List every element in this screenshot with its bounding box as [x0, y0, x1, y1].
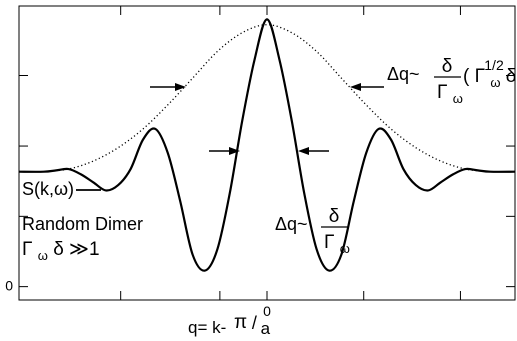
- series-line-structure-factor: [18, 18, 516, 272]
- tick-labels: 00: [5, 278, 271, 319]
- outer-width-omega-sub: ω: [453, 91, 463, 106]
- x-tick-label-2: 0: [263, 303, 271, 319]
- y-tick-label-0: 0: [5, 278, 13, 294]
- outer-width-lhs: Δq~: [387, 64, 420, 84]
- outer-width-denominator: Γ ω: [437, 82, 463, 106]
- outer-width-gamma: Γ: [437, 82, 447, 103]
- random-dimer-label: Random Dimer: [22, 214, 143, 234]
- outer-width-factor-gamma: Γ: [475, 66, 485, 87]
- outer-width-numerator: δ: [442, 56, 453, 77]
- outer-width-factor: ( Γ ω δ ): [463, 66, 517, 92]
- condition-label: Γ ω δ ≫1: [22, 239, 100, 265]
- inner-width-numerator: δ: [329, 206, 340, 227]
- inner-width-gamma: Γ: [324, 232, 334, 253]
- outer-width-formula: Δq~ δ Γ ω ( Γ ω δ ) 1/2: [387, 56, 517, 106]
- condition-gamma: Γ: [22, 239, 32, 260]
- x-axis-label-a: a: [261, 319, 271, 338]
- outer-width-factor-omega-sub: ω: [490, 75, 500, 90]
- outer-width-exponent: 1/2: [484, 57, 504, 73]
- s-k-omega-label: S(k,ω): [22, 179, 74, 199]
- x-axis-label-prefix: q= k-: [188, 318, 226, 337]
- series-line-gaussian-envelope: [43, 24, 491, 173]
- outer-left-arrow-head: [175, 83, 186, 91]
- x-axis-label: q= k- π / a: [188, 312, 271, 338]
- inner-width-formula: Δq~ δ Γ ω: [275, 206, 350, 256]
- inner-width-arrows: [209, 147, 329, 155]
- condition-relation: ≫1: [69, 239, 99, 260]
- inner-width-denominator: Γ ω: [324, 232, 350, 256]
- outer-width-paren-open: (: [463, 66, 470, 87]
- tick-marks: [19, 6, 515, 300]
- outer-width-arrows: [150, 83, 384, 91]
- condition-delta: δ: [53, 239, 64, 260]
- outer-width-factor-delta: δ: [506, 66, 517, 87]
- inner-width-lhs: Δq~: [275, 214, 308, 234]
- inner-right-arrow-head: [298, 147, 309, 155]
- inner-left-arrow-head: [229, 147, 240, 155]
- x-axis-label-pi: π: [234, 312, 247, 333]
- x-axis-label-slash: /: [252, 313, 257, 333]
- inner-width-omega-sub: ω: [340, 241, 350, 256]
- outer-right-arrow-head: [350, 83, 361, 91]
- condition-omega-sub: ω: [38, 248, 48, 263]
